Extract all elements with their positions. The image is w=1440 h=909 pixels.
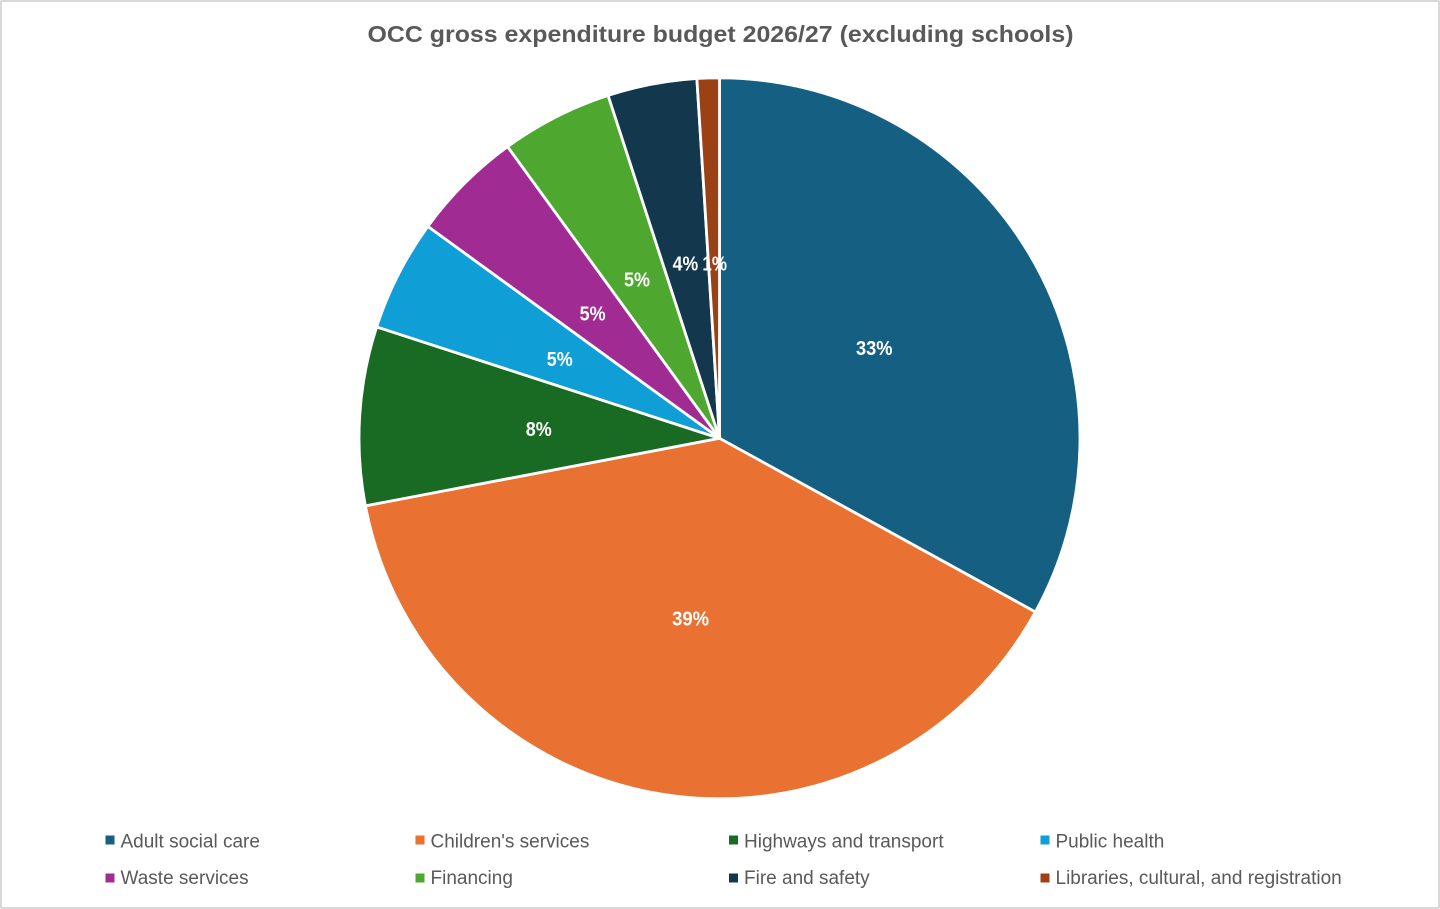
svg-text:Waste services: Waste services (121, 868, 249, 889)
svg-text:Fire and safety: Fire and safety (744, 868, 870, 889)
svg-text:4%: 4% (673, 253, 699, 276)
svg-text:5%: 5% (547, 348, 573, 371)
svg-text:Financing: Financing (431, 868, 513, 889)
svg-text:5%: 5% (580, 302, 606, 325)
svg-text:OCC gross expenditure budget 2: OCC gross expenditure budget 2026/27 (ex… (368, 21, 1074, 47)
svg-text:8%: 8% (526, 418, 552, 441)
svg-text:Public health: Public health (1056, 832, 1165, 853)
svg-text:Libraries, cultural, and regis: Libraries, cultural, and registration (1056, 868, 1342, 889)
svg-text:Adult social care: Adult social care (121, 832, 260, 853)
svg-text:39%: 39% (672, 608, 709, 631)
svg-text:1%: 1% (702, 253, 727, 276)
svg-text:Highways and transport: Highways and transport (744, 832, 944, 853)
svg-text:Children's services: Children's services (431, 832, 590, 853)
svg-text:33%: 33% (856, 337, 893, 360)
svg-text:5%: 5% (624, 269, 650, 292)
